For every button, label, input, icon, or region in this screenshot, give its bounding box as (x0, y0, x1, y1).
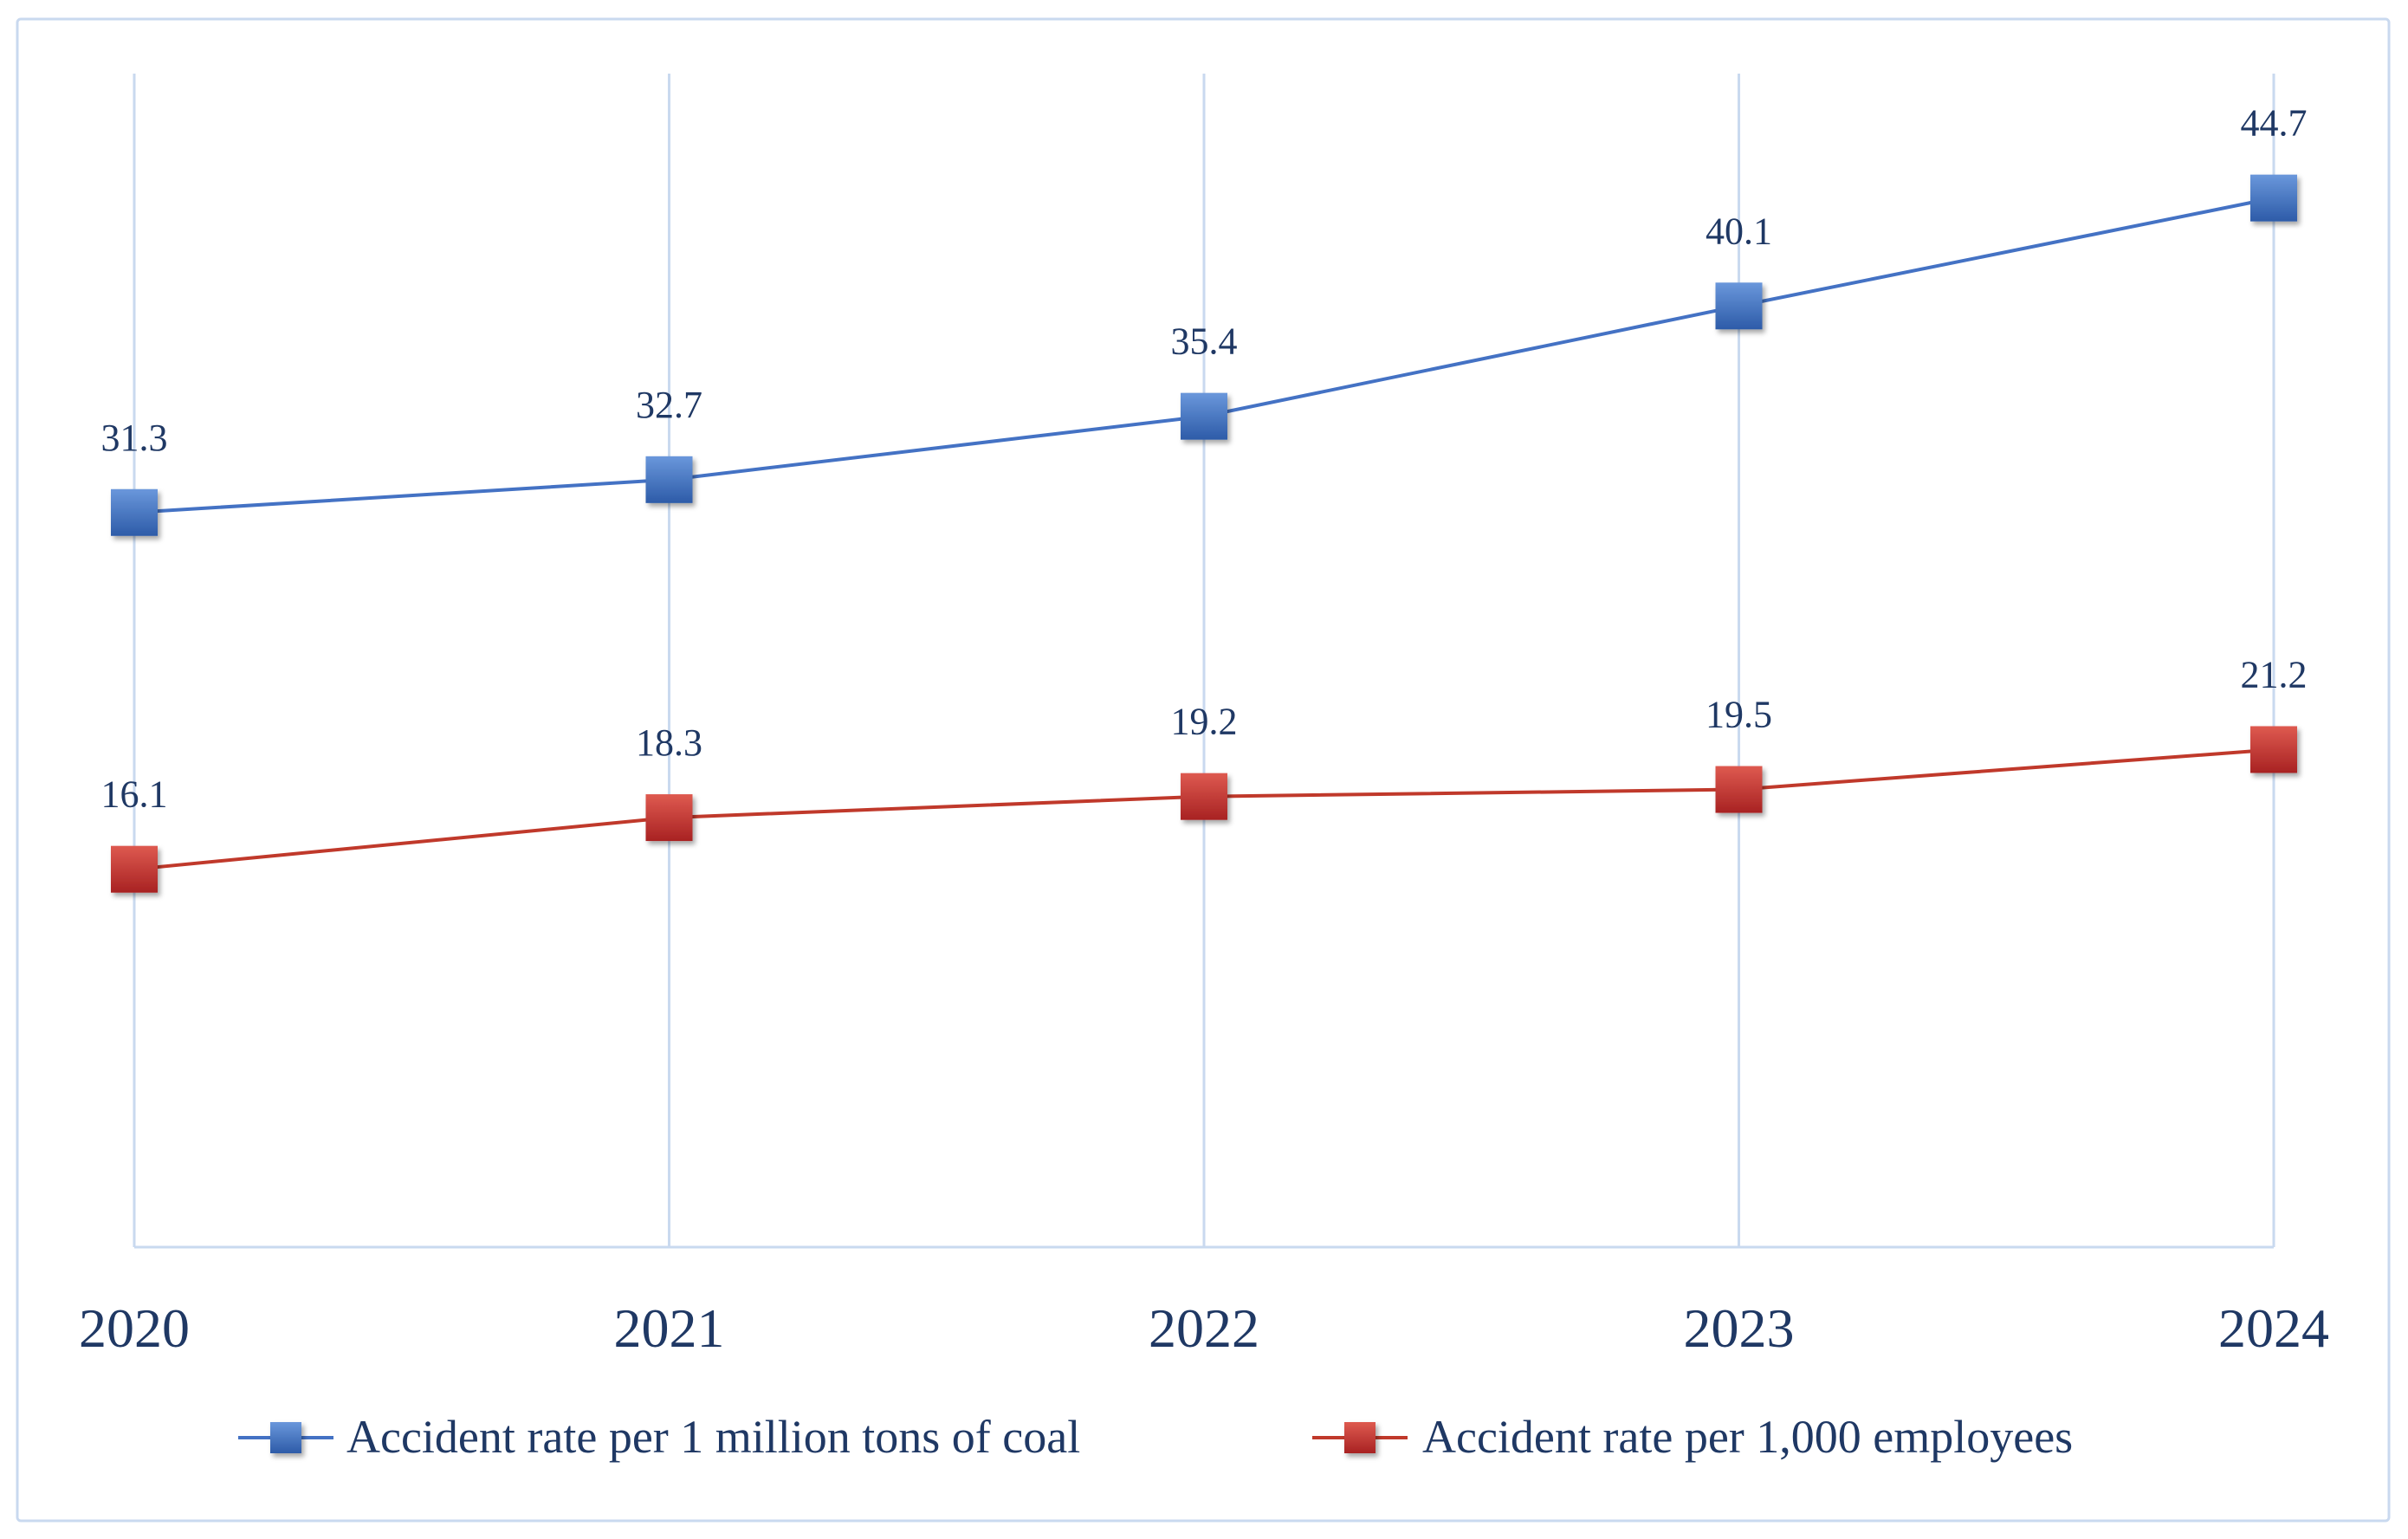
data-label-employees-2024: 21.2 (2241, 653, 2308, 695)
x-axis-ticks: 2020 2021 2022 2023 2024 (79, 1297, 2329, 1359)
x-tick-label-2020: 2020 (79, 1297, 190, 1359)
series-coal (111, 174, 2297, 536)
data-label-employees-2021: 18.3 (636, 721, 702, 764)
series-group (111, 174, 2297, 893)
x-tick-label-2021: 2021 (614, 1297, 725, 1359)
data-point-employees-2020[interactable] (111, 845, 158, 893)
data-point-coal-2021[interactable] (645, 456, 693, 503)
x-tick-label-2024: 2024 (2218, 1297, 2329, 1359)
data-labels: 31.3 32.7 35.4 40.1 44.7 16.1 18.3 19.2 … (101, 102, 2308, 816)
legend-marker-coal (270, 1422, 301, 1453)
legend: Accident rate per 1 million tons of coal… (238, 1411, 2073, 1463)
data-label-coal-2020: 31.3 (101, 417, 168, 459)
data-point-coal-2024[interactable] (2250, 174, 2297, 222)
gridlines (133, 74, 2275, 1247)
series-employees (111, 726, 2297, 893)
data-label-coal-2023: 40.1 (1706, 210, 1772, 252)
data-point-employees-2024[interactable] (2250, 726, 2297, 773)
data-point-employees-2021[interactable] (645, 794, 693, 842)
data-label-coal-2022: 35.4 (1171, 320, 1238, 363)
legend-label-coal: Accident rate per 1 million tons of coal (346, 1411, 1080, 1463)
data-point-employees-2022[interactable] (1181, 773, 1227, 820)
legend-item-coal[interactable]: Accident rate per 1 million tons of coal (238, 1411, 1080, 1463)
data-point-coal-2020[interactable] (111, 488, 158, 536)
legend-marker-employees (1344, 1422, 1376, 1453)
data-label-employees-2020: 16.1 (101, 773, 168, 816)
data-point-coal-2022[interactable] (1181, 392, 1227, 440)
data-label-coal-2021: 32.7 (636, 384, 702, 426)
x-tick-label-2023: 2023 (1684, 1297, 1795, 1359)
x-tick-label-2022: 2022 (1149, 1297, 1259, 1359)
data-label-coal-2024: 44.7 (2241, 102, 2308, 145)
legend-item-employees[interactable]: Accident rate per 1,000 employees (1312, 1411, 2073, 1463)
data-point-employees-2023[interactable] (1715, 766, 1763, 813)
data-point-coal-2023[interactable] (1715, 282, 1763, 330)
legend-label-employees: Accident rate per 1,000 employees (1422, 1411, 2073, 1463)
data-label-employees-2023: 19.5 (1706, 694, 1772, 736)
data-label-employees-2022: 19.2 (1171, 701, 1238, 743)
